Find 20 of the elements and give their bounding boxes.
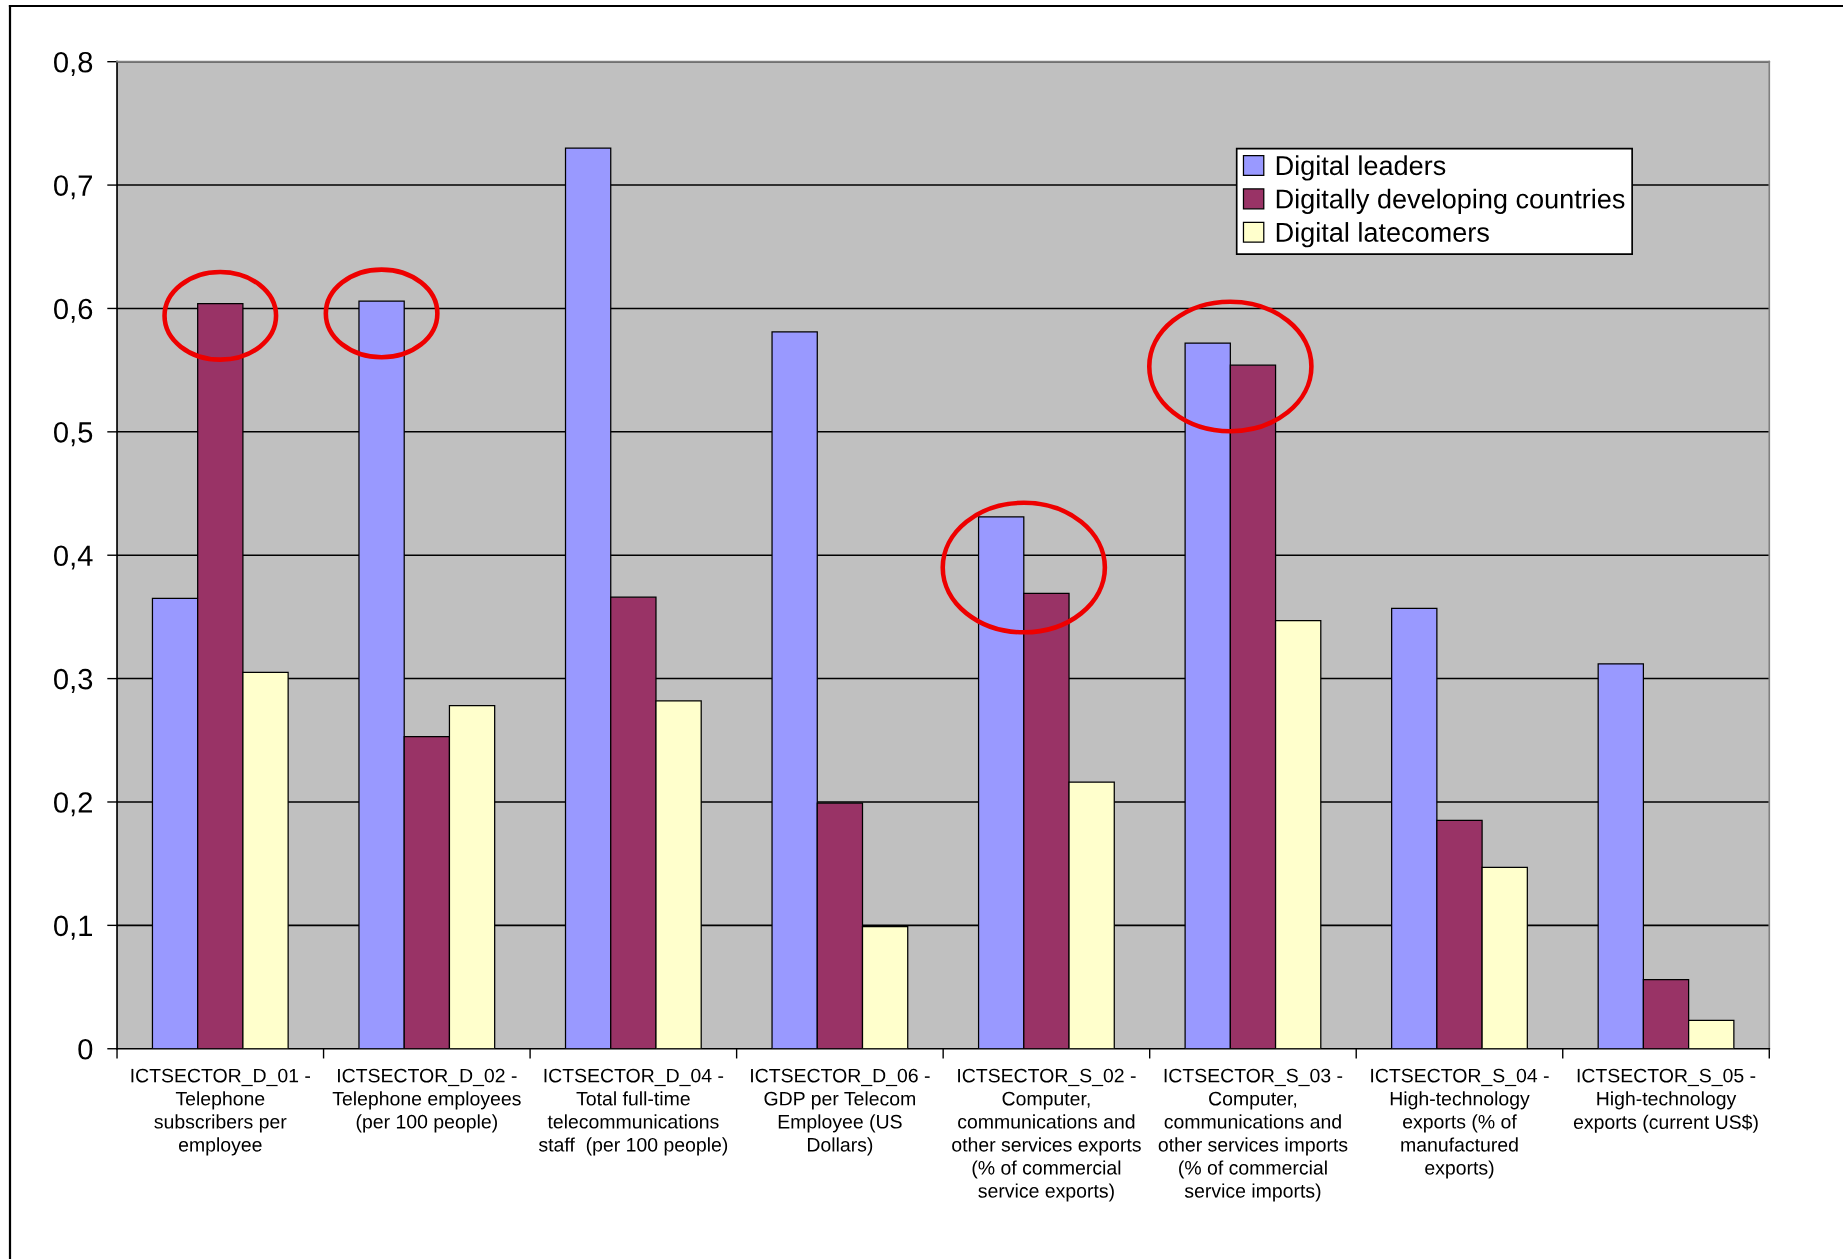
x-tick-label: ICTSECTOR_D_01 - Telephone subscribers per employee <box>131 1068 311 1156</box>
y-tick-label: 0,7 <box>54 175 92 200</box>
y-tick-label: 0,5 <box>54 422 93 447</box>
y-tick-label: 0 <box>78 1038 93 1060</box>
x-tick-label: ICTSECTOR_D_06 - GDP per Telecom Employee (US Dollars) <box>751 1068 930 1156</box>
y-tick-label: 0,6 <box>54 298 93 323</box>
legend-label: Digital latecomers <box>1276 222 1489 248</box>
x-tick-label: ICTSECTOR_S_02 - Computer, communications and other services exports (% of commercial service exports) <box>952 1068 1141 1202</box>
x-tick-label: ICTSECTOR_S_05 - High-technology exports (current US$) <box>1573 1068 1758 1133</box>
legend-label: Digital leaders <box>1276 155 1446 181</box>
x-tick-label: ICTSECTOR_S_03 - Computer, communications and other services imports (% of commercial service imports) <box>1158 1068 1348 1202</box>
legend-label: Digitally developing countries <box>1276 188 1625 214</box>
y-tick-label: 0,3 <box>54 668 93 693</box>
y-tick-label: 0,8 <box>54 51 93 76</box>
y-tick-label: 0,4 <box>54 545 93 570</box>
x-tick-label: ICTSECTOR_D_02 - Telephone employees (per 100 people) <box>332 1068 521 1133</box>
x-tick-label: ICTSECTOR_D_04 - Total full-time telecommunications staff (per 100 people) <box>538 1068 728 1156</box>
x-tick-label: ICTSECTOR_S_04 - High-technology exports (% of manufactured exports) <box>1371 1068 1549 1179</box>
y-tick-label: 0,1 <box>54 915 92 940</box>
y-tick-label: 0,2 <box>54 792 92 817</box>
